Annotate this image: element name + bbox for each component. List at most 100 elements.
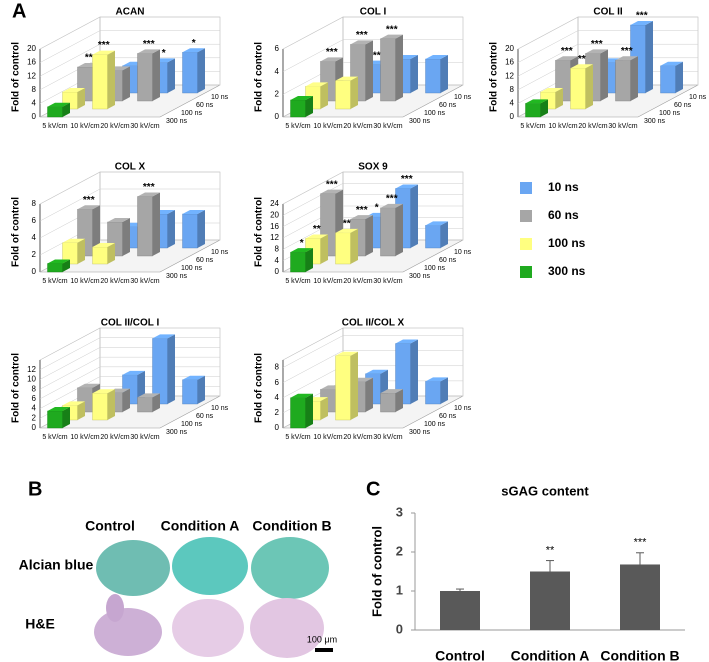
depth-label: 300 ns: [644, 118, 666, 125]
y-tick-label: 8: [275, 363, 280, 372]
bar-side: [395, 34, 403, 101]
depth-label: 60 ns: [439, 413, 457, 420]
depth-label: 300 ns: [409, 273, 431, 280]
bar-top: [290, 248, 313, 253]
bar-side: [107, 50, 115, 109]
y-tick-label: 20: [270, 210, 279, 219]
significance: **: [373, 50, 381, 61]
bar-side: [440, 377, 448, 404]
y-axis-label: Fold of control: [11, 42, 22, 112]
tissue-image: [94, 608, 162, 656]
bar-side: [320, 82, 328, 109]
depth-label: 300 ns: [166, 429, 188, 436]
tissue-image: [250, 598, 324, 658]
bar-side: [62, 259, 70, 272]
significance: *: [375, 202, 379, 213]
bar-front: [137, 397, 153, 413]
x-tick-label: Control: [435, 648, 485, 662]
bar-top: [305, 82, 328, 87]
depth-label: 300 ns: [166, 118, 188, 125]
bar-side: [440, 221, 448, 248]
bar-side: [320, 234, 328, 264]
y-tick-label: 16: [27, 58, 36, 67]
x-tick-label: Condition A: [511, 648, 590, 662]
bar-top: [425, 377, 448, 382]
bar-front: [182, 213, 198, 249]
bar-front: [380, 392, 396, 413]
tissue-image: [172, 537, 248, 595]
row-header: H&E: [25, 616, 55, 632]
x-tick-label: 5 kV/cm: [285, 434, 310, 441]
bar-front: [290, 251, 306, 273]
legend-label: 100 ns: [548, 236, 586, 250]
bar-top: [365, 369, 388, 374]
significance: ***: [326, 179, 338, 190]
bar-top: [540, 88, 563, 92]
depth-label: 100 ns: [424, 110, 446, 117]
column-header: Condition B: [252, 518, 331, 534]
significance: **: [313, 224, 321, 235]
depth-label: 300 ns: [166, 273, 188, 280]
bar-front: [92, 246, 108, 265]
significance: ***: [636, 11, 648, 22]
legend-label: 10 ns: [548, 180, 579, 194]
bar-side: [600, 49, 608, 101]
bar-top: [62, 88, 85, 92]
bar-top: [182, 48, 205, 53]
bar-side: [305, 393, 313, 428]
bar-top: [585, 49, 608, 54]
y-tick-label: 0: [396, 621, 403, 636]
bar-side: [167, 334, 175, 404]
x-tick-label: 10 kV/cm: [313, 123, 342, 130]
y-tick-label: 16: [270, 222, 279, 231]
column-header: Control: [85, 518, 135, 534]
bar-side: [152, 192, 160, 256]
bar-side: [365, 377, 373, 412]
bar-side: [410, 339, 418, 404]
bar-front: [47, 263, 63, 273]
y-tick-label: 2: [32, 413, 37, 422]
x-tick-label: 20 kV/cm: [343, 123, 372, 130]
depth-label: 100 ns: [181, 421, 203, 428]
x-tick-label: 5 kV/cm: [285, 278, 310, 285]
panel-label: C: [366, 478, 380, 500]
bar: [530, 571, 570, 630]
bar-top: [182, 375, 205, 380]
y-tick-label: 6: [275, 44, 280, 53]
grid-line: [39, 366, 101, 400]
x-tick-label: 10 kV/cm: [313, 434, 342, 441]
y-axis-label: Fold of control: [254, 42, 265, 112]
y-tick-label: 6: [275, 378, 280, 387]
bar-side: [305, 248, 313, 272]
x-tick-label: 5 kV/cm: [42, 123, 67, 130]
significance: ***: [634, 537, 648, 549]
chart-title: ACAN: [116, 7, 145, 18]
bar-top: [152, 334, 175, 339]
bar-side: [167, 210, 175, 248]
bar-top: [525, 99, 548, 104]
bar-side: [440, 55, 448, 93]
y-tick-label: 2: [275, 89, 280, 98]
bar-top: [92, 389, 115, 394]
panel-label: B: [28, 478, 42, 500]
column-header: Condition A: [161, 518, 240, 534]
significance: *: [192, 38, 196, 49]
y-tick-label: 4: [32, 233, 37, 242]
significance: ***: [621, 46, 633, 57]
bar-side: [122, 218, 130, 256]
bar-front: [525, 103, 541, 118]
bar-front: [182, 52, 198, 94]
y-tick-label: 0: [275, 267, 280, 276]
bar-top: [77, 383, 100, 388]
depth-label: 10 ns: [454, 94, 472, 101]
bar-top: [350, 215, 373, 220]
bar-side: [350, 351, 358, 420]
y-axis-label: Fold of control: [11, 353, 22, 423]
bar-top: [395, 184, 418, 189]
bar-top: [380, 34, 403, 39]
x-tick-label: 10 kV/cm: [70, 123, 99, 130]
bar-side: [320, 397, 328, 420]
panel-label: A: [12, 0, 26, 22]
significance: ***: [143, 182, 155, 193]
